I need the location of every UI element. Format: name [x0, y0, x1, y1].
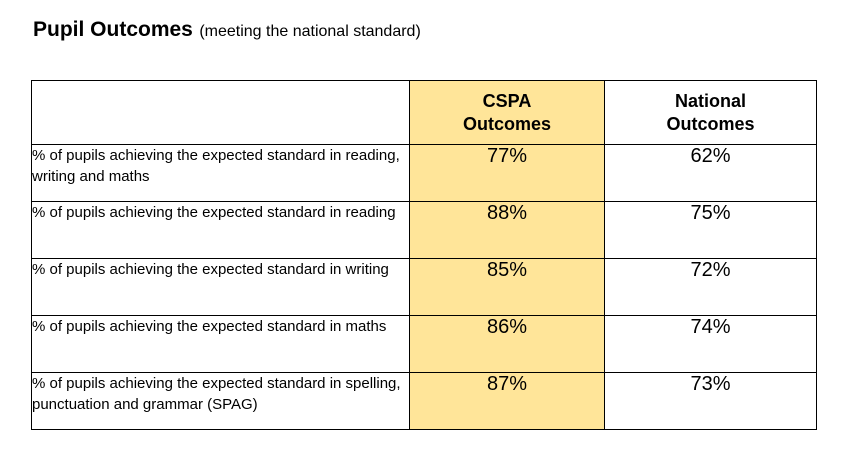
cspa-value: 88% [409, 201, 605, 259]
national-value: 72% [604, 258, 817, 316]
header-cspa-line2: Outcomes [462, 113, 552, 134]
row-description: % of pupils achieving the expected stand… [31, 144, 410, 202]
cspa-value: 85% [409, 258, 605, 316]
header-cspa-outcomes: CSPA Outcomes [409, 80, 605, 145]
table-row: % of pupils achieving the expected stand… [31, 315, 817, 373]
cspa-value: 77% [409, 144, 605, 202]
row-description: % of pupils achieving the expected stand… [31, 201, 410, 259]
header-national-line2: Outcomes [666, 113, 755, 134]
cspa-value: 87% [409, 372, 605, 430]
row-description: % of pupils achieving the expected stand… [31, 372, 410, 430]
header-national-line1: National [674, 90, 746, 111]
cspa-value: 86% [409, 315, 605, 373]
page-heading: Pupil Outcomes (meeting the national sta… [33, 18, 421, 42]
table-row: % of pupils achieving the expected stand… [31, 144, 817, 202]
header-cspa-line1: CSPA [482, 90, 532, 111]
header-blank-cell [31, 80, 410, 145]
row-description: % of pupils achieving the expected stand… [31, 315, 410, 373]
header-national-outcomes: National Outcomes [604, 80, 817, 145]
table-row: % of pupils achieving the expected stand… [31, 258, 817, 316]
page-title: Pupil Outcomes [33, 18, 193, 41]
national-value: 74% [604, 315, 817, 373]
outcomes-table: CSPA Outcomes National Outcomes % of pup… [31, 80, 817, 430]
national-value: 73% [604, 372, 817, 430]
row-description: % of pupils achieving the expected stand… [31, 258, 410, 316]
table-row: % of pupils achieving the expected stand… [31, 201, 817, 259]
table-header-row: CSPA Outcomes National Outcomes [31, 80, 817, 145]
page-subtitle: (meeting the national standard) [199, 23, 421, 40]
table-row: % of pupils achieving the expected stand… [31, 372, 817, 430]
national-value: 75% [604, 201, 817, 259]
national-value: 62% [604, 144, 817, 202]
